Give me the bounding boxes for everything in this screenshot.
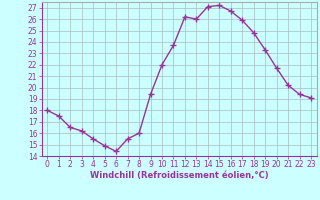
X-axis label: Windchill (Refroidissement éolien,°C): Windchill (Refroidissement éolien,°C) bbox=[90, 171, 268, 180]
